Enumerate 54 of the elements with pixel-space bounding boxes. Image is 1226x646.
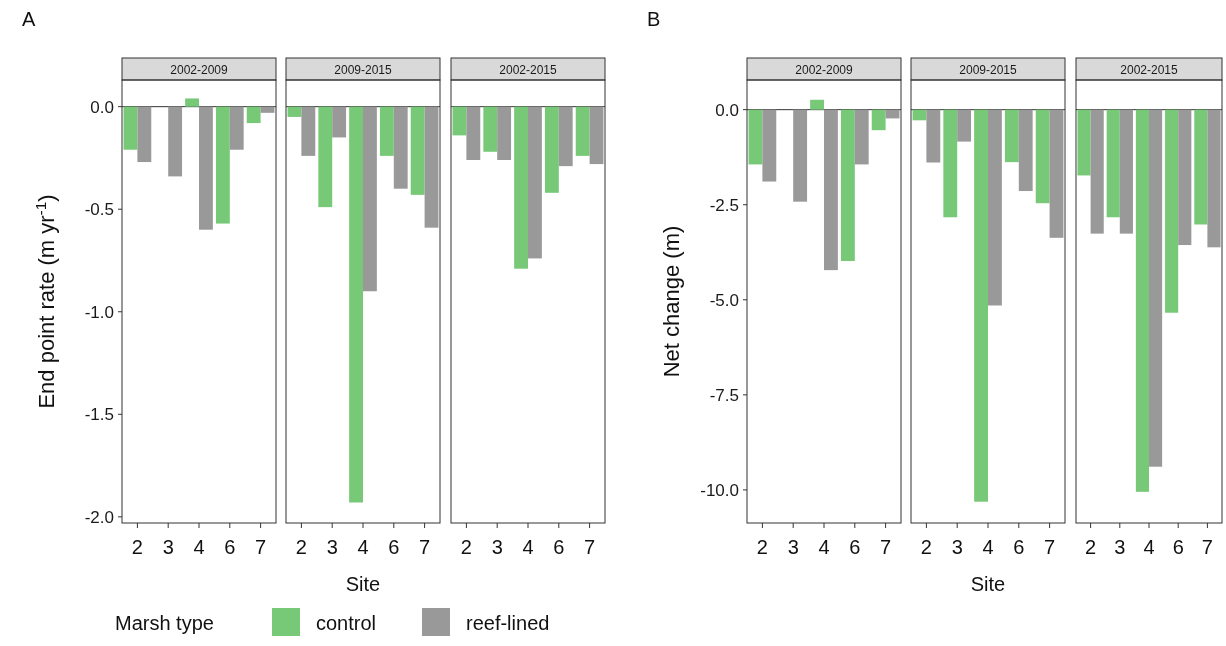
chart-title: 2002-2015 [1120,63,1179,77]
x-tick-label: 2 [756,536,768,558]
legend-label: control [316,612,377,634]
x-tick-label: 6 [1172,536,1184,558]
x-tick-label: 4 [193,536,205,558]
x-axis-title: Site [345,573,381,595]
y-tick-label: -5.0 [709,290,739,310]
y-tick-label: -1.5 [84,405,114,425]
x-tick-label: 2 [1085,536,1097,558]
y-tick-label: -1.0 [84,302,114,322]
x-tick-label: 7 [1044,536,1056,558]
chart-title: 2009-2015 [334,63,393,77]
y-tick-label: 0.0 [90,97,114,117]
x-tick-label: 4 [1143,536,1155,558]
y-tick-label: -2.5 [709,195,739,215]
chart-title: 2009-2015 [959,63,1018,77]
x-tick-label: 7 [880,536,892,558]
x-tick-label: 6 [224,536,236,558]
y-tick-label: -0.5 [84,200,114,220]
y-tick-label: -7.5 [709,385,739,405]
chart-title: 2002-2009 [795,63,854,77]
legend-label: reef-lined [466,612,550,634]
x-tick-label: 2 [920,536,932,558]
x-tick-label: 4 [982,536,994,558]
x-tick-label: 4 [522,536,534,558]
x-tick-label: 7 [419,536,431,558]
x-tick-label: 3 [1114,536,1126,558]
x-tick-label: 2 [295,536,307,558]
x-tick-label: 7 [584,536,596,558]
x-tick-label: 6 [849,536,861,558]
chart-title: 2002-2015 [499,63,558,77]
x-tick-label: 3 [491,536,503,558]
y-tick-label: -2.0 [84,507,114,527]
x-tick-label: 3 [951,536,963,558]
x-tick-label: 4 [357,536,369,558]
x-tick-label: 3 [162,536,174,558]
x-tick-label: 6 [553,536,565,558]
y-tick-label: 0.0 [715,100,739,120]
y-axis-title: Net change (m) [659,225,684,378]
x-tick-label: 3 [787,536,799,558]
text: A [22,8,36,30]
legend-title: Marsh type [115,612,214,634]
x-tick-label: 2 [460,536,472,558]
x-tick-label: 6 [388,536,400,558]
x-tick-label: 7 [1201,536,1213,558]
x-tick-label: 2 [131,536,143,558]
x-tick-label: 4 [818,536,830,558]
y-tick-label: -10.0 [700,480,739,500]
x-tick-label: 6 [1013,536,1025,558]
x-axis-title: Site [970,573,1006,595]
x-tick-label: 3 [326,536,338,558]
chart-title: 2002-2009 [170,63,229,77]
text: B [647,8,661,30]
x-tick-label: 7 [255,536,267,558]
